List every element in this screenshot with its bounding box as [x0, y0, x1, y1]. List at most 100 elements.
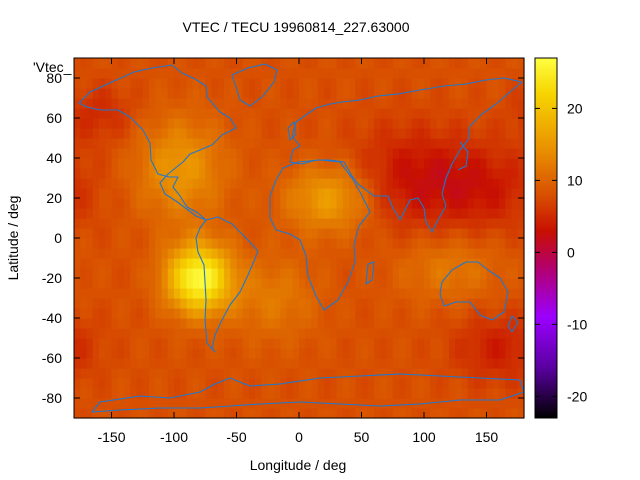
heatmap-cell: [299, 98, 306, 109]
heatmap-cell: [105, 208, 113, 219]
heatmap-cell: [380, 398, 388, 409]
heatmap-cell: [111, 158, 119, 169]
heatmap-cell: [86, 408, 94, 419]
heatmap-cell: [330, 138, 338, 149]
heatmap-cell: [136, 98, 144, 109]
heatmap-cell: [374, 268, 381, 279]
heatmap-cell: [117, 58, 125, 69]
heatmap-cell: [80, 378, 88, 389]
heatmap-cell: [86, 198, 94, 209]
heatmap-cell: [280, 78, 288, 89]
heatmap-cell: [355, 308, 363, 319]
heatmap-cell: [80, 158, 88, 169]
heatmap-cell: [111, 198, 119, 209]
heatmap-cell: [336, 358, 344, 369]
heatmap-cell: [480, 278, 488, 289]
heatmap-cell: [417, 248, 425, 259]
heatmap-cell: [467, 328, 475, 339]
heatmap-cell: [355, 148, 363, 159]
heatmap-cell: [161, 308, 169, 319]
heatmap-cell: [230, 78, 238, 89]
heatmap-cell: [142, 388, 150, 399]
heatmap-cell: [86, 208, 94, 219]
heatmap-cell: [455, 258, 463, 269]
heatmap-cell: [274, 168, 281, 179]
heatmap-cell: [249, 268, 256, 279]
heatmap-cell: [155, 238, 163, 249]
heatmap-cell: [142, 58, 150, 69]
heatmap-cell: [99, 408, 106, 419]
heatmap-cell: [180, 168, 188, 179]
heatmap-cell: [130, 398, 138, 409]
heatmap-cell: [186, 78, 194, 89]
heatmap-cell: [292, 358, 300, 369]
heatmap-cell: [311, 98, 319, 109]
heatmap-cell: [136, 228, 144, 239]
heatmap-cell: [411, 148, 419, 159]
heatmap-cell: [136, 128, 144, 139]
heatmap-cell: [80, 278, 88, 289]
heatmap-cell: [405, 398, 413, 409]
heatmap-cell: [474, 58, 481, 69]
heatmap-cell: [224, 268, 231, 279]
heatmap-cell: [124, 288, 131, 299]
heatmap-cell: [386, 298, 394, 309]
heatmap-cell: [155, 168, 163, 179]
heatmap-cell: [117, 268, 125, 279]
heatmap-cell: [399, 338, 406, 349]
heatmap-cell: [417, 68, 425, 79]
heatmap-cell: [211, 368, 219, 379]
heatmap-cell: [374, 248, 381, 259]
heatmap-cell: [517, 58, 525, 69]
heatmap-cell: [267, 178, 275, 189]
heatmap-cell: [80, 58, 88, 69]
heatmap-cell: [274, 348, 281, 359]
heatmap-cell: [149, 398, 156, 409]
heatmap-cell: [249, 78, 256, 89]
heatmap-cell: [455, 188, 463, 199]
heatmap-cell: [405, 258, 413, 269]
heatmap-cell: [211, 378, 219, 389]
heatmap-cell: [86, 218, 94, 229]
heatmap-cell: [336, 308, 344, 319]
heatmap-cell: [111, 368, 119, 379]
heatmap-cell: [205, 358, 213, 369]
heatmap-cell: [286, 288, 294, 299]
heatmap-cell: [136, 58, 144, 69]
heatmap-cell: [261, 208, 269, 219]
heatmap-cell: [474, 368, 481, 379]
heatmap-cell: [361, 118, 369, 129]
heatmap-cell: [436, 308, 444, 319]
heatmap-cell: [349, 338, 356, 349]
heatmap-cell: [124, 398, 131, 409]
heatmap-cell: [255, 318, 263, 329]
heatmap-cell: [455, 408, 463, 419]
heatmap-cell: [349, 78, 356, 89]
x-tick-label: 100: [412, 429, 436, 445]
heatmap-cell: [511, 278, 519, 289]
heatmap-cell: [299, 348, 306, 359]
heatmap-cell: [436, 318, 444, 329]
heatmap-cell: [186, 408, 194, 419]
heatmap-cell: [367, 378, 375, 389]
heatmap-cell: [405, 378, 413, 389]
heatmap-cell: [386, 188, 394, 199]
heatmap-cell: [430, 278, 438, 289]
heatmap-cell: [436, 98, 444, 109]
heatmap-cell: [217, 348, 225, 359]
heatmap-cell: [211, 98, 219, 109]
heatmap-cell: [286, 128, 294, 139]
heatmap-cell: [230, 358, 238, 369]
heatmap-cell: [436, 218, 444, 229]
heatmap-cell: [217, 148, 225, 159]
heatmap-cell: [461, 308, 469, 319]
heatmap-cell: [461, 298, 469, 309]
heatmap-cell: [399, 248, 406, 259]
heatmap-cell: [274, 118, 281, 129]
heatmap-cell: [292, 398, 300, 409]
heatmap-cell: [505, 148, 513, 159]
heatmap-cell: [261, 118, 269, 129]
heatmap-cell: [374, 308, 381, 319]
heatmap-cell: [517, 238, 525, 249]
heatmap-cell: [511, 268, 519, 279]
